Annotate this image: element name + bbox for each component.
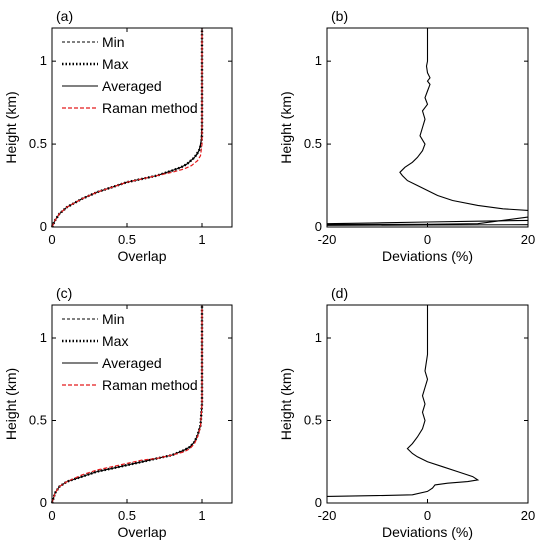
panel-label: (a) (56, 8, 73, 24)
x-axis-label: Deviations (%) (382, 248, 473, 264)
y-axis-label: Height (km) (3, 368, 19, 440)
legend-label: Min (102, 311, 125, 327)
series-line-2 (326, 216, 529, 226)
x-tick-label: 0.5 (118, 508, 136, 523)
y-tick-label: 0.5 (29, 413, 47, 428)
series-line-0 (399, 28, 529, 211)
y-tick-label: 0.5 (29, 136, 47, 151)
y-tick-label: 0 (40, 495, 47, 510)
y-tick-label: 1 (40, 53, 47, 68)
y-tick-label: 0 (315, 495, 322, 510)
legend: Min Max Averaged Raman method (62, 34, 198, 116)
x-tick-label: 0 (424, 232, 431, 247)
legend-label: Max (102, 333, 128, 349)
x-tick-label: 0 (424, 508, 431, 523)
plot-area (52, 305, 232, 503)
legend-label: Min (102, 34, 125, 50)
y-tick-label: 0.5 (304, 413, 322, 428)
series-line-1 (326, 219, 529, 225)
panel-label: (b) (331, 8, 348, 24)
x-tick-label: 0 (48, 508, 55, 523)
y-tick-label: 1 (315, 53, 322, 68)
y-axis-label: Height (km) (278, 91, 294, 163)
panel-0: 0 0.5 1 0 0.5 1 Overlap Height (km) (a) Min Max Ave… (3, 8, 233, 264)
axes-frame (51, 304, 233, 504)
x-tick-label: 1 (198, 508, 205, 523)
legend-label: Raman method (102, 100, 198, 116)
x-tick-label: 1 (198, 232, 205, 247)
x-tick-label: 20 (521, 508, 535, 523)
x-tick-label: 20 (521, 232, 535, 247)
x-axis-label: Overlap (117, 248, 166, 264)
y-tick-label: 0 (315, 219, 322, 234)
x-axis-label: Overlap (117, 524, 166, 540)
y-axis-label: Height (km) (278, 368, 294, 440)
x-tick-label: -20 (318, 232, 337, 247)
x-tick-label: 0.5 (118, 232, 136, 247)
legend: Min Max Averaged Raman method (62, 311, 198, 393)
panel-label: (c) (56, 285, 72, 301)
y-tick-label: 0.5 (304, 136, 322, 151)
y-tick-label: 1 (315, 330, 322, 345)
legend-label: Averaged (102, 78, 162, 94)
y-tick-label: 1 (40, 330, 47, 345)
y-axis-label: Height (km) (3, 91, 19, 163)
x-tick-label: 0 (48, 232, 55, 247)
legend-label: Max (102, 56, 128, 72)
panel-label: (d) (331, 285, 348, 301)
series-line-0 (326, 305, 480, 497)
axes-frame (51, 27, 233, 228)
x-tick-label: -20 (318, 508, 337, 523)
x-axis-label: Deviations (%) (382, 524, 473, 540)
y-tick-label: 0 (40, 219, 47, 234)
series-line-3 (51, 305, 203, 504)
legend-label: Averaged (102, 355, 162, 371)
legend-label: Raman method (102, 377, 198, 393)
plot-area (52, 28, 232, 227)
panel-2: 0 0.5 1 0 0.5 1 Overlap Height (km) (c) Min Max Ave… (3, 285, 233, 540)
